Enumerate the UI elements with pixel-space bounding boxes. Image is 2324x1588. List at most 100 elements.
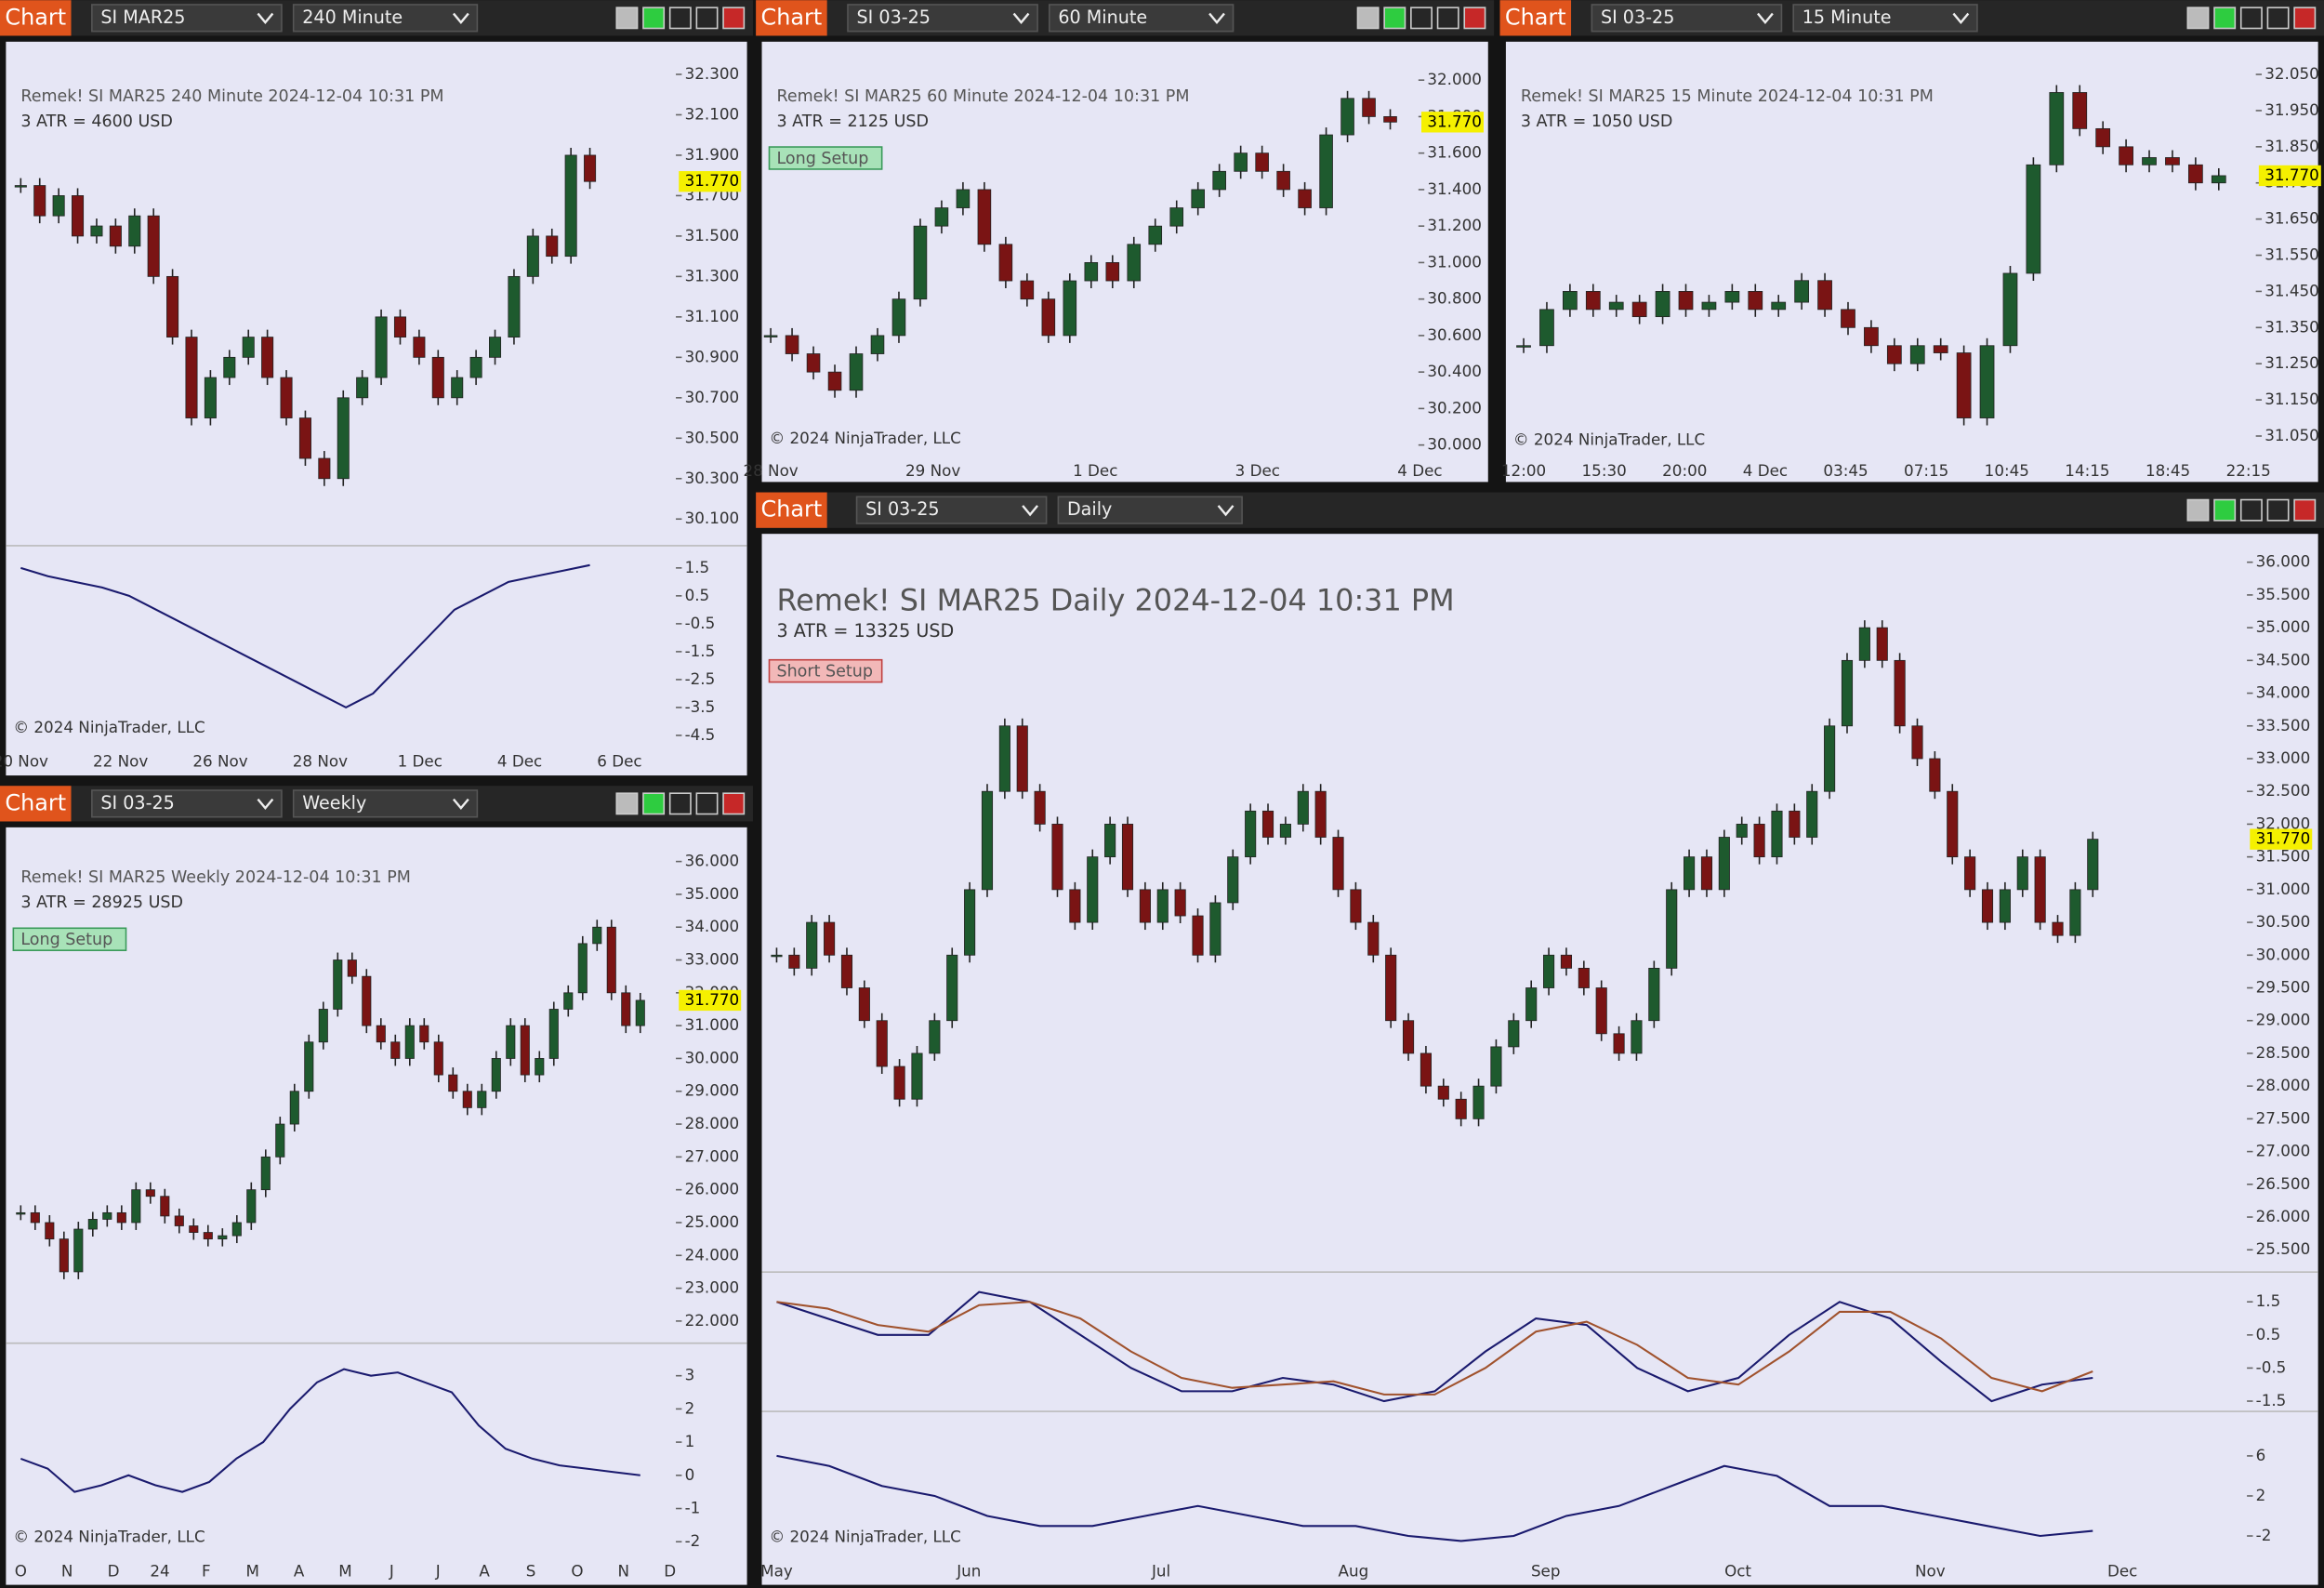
window-button[interactable]: [642, 7, 666, 30]
window-button[interactable]: [2239, 7, 2263, 30]
window-button[interactable]: [1463, 7, 1486, 30]
interval-dropdown[interactable]: [292, 4, 479, 33]
dropdown-arrow: [257, 12, 274, 24]
window-button[interactable]: [668, 792, 692, 815]
candle: [1858, 627, 1870, 661]
candle: [318, 1009, 328, 1043]
instrument-dropdown[interactable]: [91, 789, 283, 818]
window-button[interactable]: [2266, 498, 2290, 522]
window-button[interactable]: [1436, 7, 1459, 30]
y-tick-label: 32.100: [685, 104, 740, 123]
instrument-label[interactable]: SI 03-25: [100, 792, 174, 814]
instrument-dropdown[interactable]: [91, 4, 283, 33]
interval-label[interactable]: 240 Minute: [302, 7, 403, 28]
window-button[interactable]: [2186, 498, 2210, 522]
window-button[interactable]: [722, 7, 746, 30]
window-button[interactable]: [1383, 7, 1406, 30]
window-button[interactable]: [2293, 7, 2317, 30]
y-tick-label: -0.5: [2256, 1357, 2287, 1376]
last-price-label: 31.770: [2265, 165, 2319, 184]
setup-badge: [12, 927, 127, 952]
interval-dropdown[interactable]: [1057, 496, 1243, 524]
x-tick-label: Dec: [2107, 1561, 2137, 1580]
candle: [1933, 345, 1948, 353]
instrument-label[interactable]: SI 03-25: [1601, 7, 1674, 28]
chart-tab-label[interactable]: Chart: [5, 789, 66, 815]
chart-tab-label[interactable]: Chart: [761, 496, 823, 523]
chart-tab[interactable]: [0, 0, 72, 36]
y-tick-label: 30.200: [1427, 398, 1482, 417]
instrument-label[interactable]: SI MAR25: [100, 7, 185, 28]
chart-tab-label[interactable]: Chart: [761, 4, 823, 30]
window-button[interactable]: [695, 7, 719, 30]
chart-tab-label[interactable]: Chart: [5, 4, 66, 30]
window-button[interactable]: [2213, 498, 2237, 522]
candle: [592, 926, 602, 945]
instrument-label[interactable]: SI 03-25: [857, 7, 931, 28]
candle: [14, 185, 27, 188]
window-button[interactable]: [1356, 7, 1380, 30]
window-button[interactable]: [615, 7, 639, 30]
instrument-dropdown[interactable]: [1591, 4, 1783, 33]
chart-area: [761, 534, 2318, 1585]
x-tick-label: D: [664, 1561, 676, 1580]
window-button[interactable]: [642, 792, 666, 815]
candle: [1701, 301, 1717, 311]
y-tick-label: 30.900: [685, 347, 740, 365]
y-tick-label: 1.5: [2256, 1291, 2281, 1310]
window-button[interactable]: [668, 7, 692, 30]
candle: [2087, 839, 2099, 891]
chart-area: [761, 41, 1488, 483]
interval-dropdown[interactable]: [292, 789, 479, 818]
candle: [1192, 915, 1204, 956]
window-button[interactable]: [2293, 498, 2317, 522]
candle: [246, 1189, 257, 1224]
window-button[interactable]: [615, 792, 639, 815]
window-button[interactable]: [2266, 7, 2290, 30]
candle: [1034, 790, 1046, 825]
window-button[interactable]: [2213, 7, 2237, 30]
interval-label[interactable]: Weekly: [302, 792, 366, 814]
dropdown-arrow: [1012, 12, 1030, 24]
x-tick-label: 10:45: [1985, 461, 2029, 480]
y-tick-label: 28.000: [2256, 1076, 2311, 1094]
candle: [546, 235, 559, 258]
chart-tab[interactable]: [756, 0, 827, 36]
y-tick-label: 28.500: [2256, 1043, 2311, 1062]
atr-label: 3 ATR = 28925 USD: [20, 893, 183, 912]
interval-dropdown[interactable]: [1792, 4, 1978, 33]
instrument-dropdown[interactable]: [847, 4, 1038, 33]
y-tick-label: 31.500: [685, 226, 740, 245]
window-button[interactable]: [2186, 7, 2210, 30]
interval-dropdown[interactable]: [1049, 4, 1235, 33]
instrument-label[interactable]: SI 03-25: [865, 498, 939, 520]
y-tick-label: 31.400: [1427, 179, 1482, 198]
candle: [393, 316, 407, 337]
candle: [1212, 170, 1226, 191]
chart-tab[interactable]: [756, 492, 827, 528]
y-tick-label: 32.050: [2265, 64, 2319, 83]
interval-label[interactable]: 60 Minute: [1058, 7, 1147, 28]
y-tick-label: 31.300: [685, 266, 740, 285]
window-button[interactable]: [1410, 7, 1433, 30]
y-tick-label: 31.050: [2265, 426, 2319, 444]
x-tick-label: M: [246, 1561, 259, 1580]
instrument-dropdown[interactable]: [855, 496, 1048, 524]
y-tick-label: 27.000: [2256, 1142, 2311, 1160]
chart-tab[interactable]: [0, 786, 72, 822]
candle: [362, 975, 372, 1026]
chart-tab-label[interactable]: Chart: [1505, 4, 1566, 30]
window-button[interactable]: [2239, 498, 2263, 522]
interval-label[interactable]: Daily: [1067, 498, 1112, 520]
candle: [280, 377, 293, 418]
window-button[interactable]: [722, 792, 746, 815]
y-tick-label: -1: [685, 1499, 701, 1517]
window-button[interactable]: [695, 792, 719, 815]
x-tick-label: Oct: [1724, 1561, 1751, 1580]
candle: [1608, 301, 1624, 311]
interval-label[interactable]: 15 Minute: [1802, 7, 1892, 28]
chart-tab[interactable]: [1499, 0, 1572, 36]
x-tick-label: Aug: [1339, 1561, 1369, 1580]
candle: [1956, 352, 1972, 418]
